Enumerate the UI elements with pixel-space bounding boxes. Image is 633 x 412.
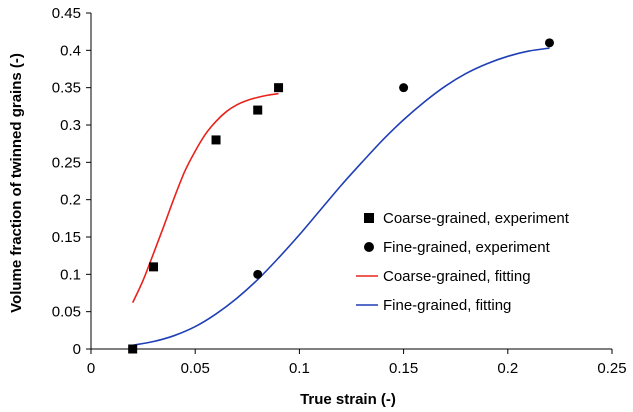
y-tick-label: 0.1 <box>60 266 81 283</box>
x-tick-label: 0.2 <box>497 360 518 377</box>
series-line-fine-grained-fitting <box>132 47 550 347</box>
y-tick-label: 0.2 <box>60 192 81 209</box>
legend-marker-coarse-grained-experiment <box>364 213 374 223</box>
data-point-coarse-grained-experiment <box>211 135 221 145</box>
x-tick-label: 0.25 <box>597 360 626 377</box>
y-tick-label: 0.15 <box>52 229 81 246</box>
axes: 0 0.05 0.1 0.15 0.2 0.25 0 0.05 0.1 0.15 0.2 0.25 0.… <box>52 5 627 377</box>
data-point-coarse-grained-experiment <box>274 83 284 93</box>
legend-marker-fine-grained-experiment <box>364 242 374 252</box>
x-tick-label: 0.05 <box>181 360 210 377</box>
y-tick-label: 0.3 <box>60 117 81 134</box>
data-point-fine-grained-experiment <box>544 38 554 48</box>
x-tick-label: 0 <box>87 360 95 377</box>
x-axis-title: True strain (-) <box>300 391 396 408</box>
legend-label-coarse-grained-experiment: Coarse-grained, experiment <box>383 210 570 227</box>
data-point-fine-grained-experiment <box>399 83 409 93</box>
legend-label-coarse-grained-fitting: Coarse-grained, fitting <box>383 268 531 285</box>
y-tick-label: 0.4 <box>60 42 81 59</box>
legend-label-fine-grained-experiment: Fine-grained, experiment <box>383 239 551 256</box>
y-tick-label: 0.05 <box>52 304 81 321</box>
y-tick-label: 0.25 <box>52 154 81 171</box>
series-line-coarse-grained-fitting <box>131 92 279 304</box>
legend-label-fine-grained-fitting: Fine-grained, fitting <box>383 297 511 314</box>
y-tick-label: 0.45 <box>52 5 81 22</box>
x-tick-label: 0.1 <box>289 360 310 377</box>
y-tick-label: 0.35 <box>52 80 81 97</box>
y-axis-title: Volume fraction of twinned grains (-) <box>8 53 25 313</box>
data-point-coarse-grained-experiment <box>253 105 263 115</box>
x-tick-label: 0.15 <box>389 360 418 377</box>
data-point-coarse-grained-experiment <box>149 262 159 272</box>
y-tick-label: 0 <box>73 341 81 358</box>
data-point-fine-grained-experiment <box>253 269 263 279</box>
legend: Coarse-grained, experiment Fine-grained, … <box>356 210 570 314</box>
